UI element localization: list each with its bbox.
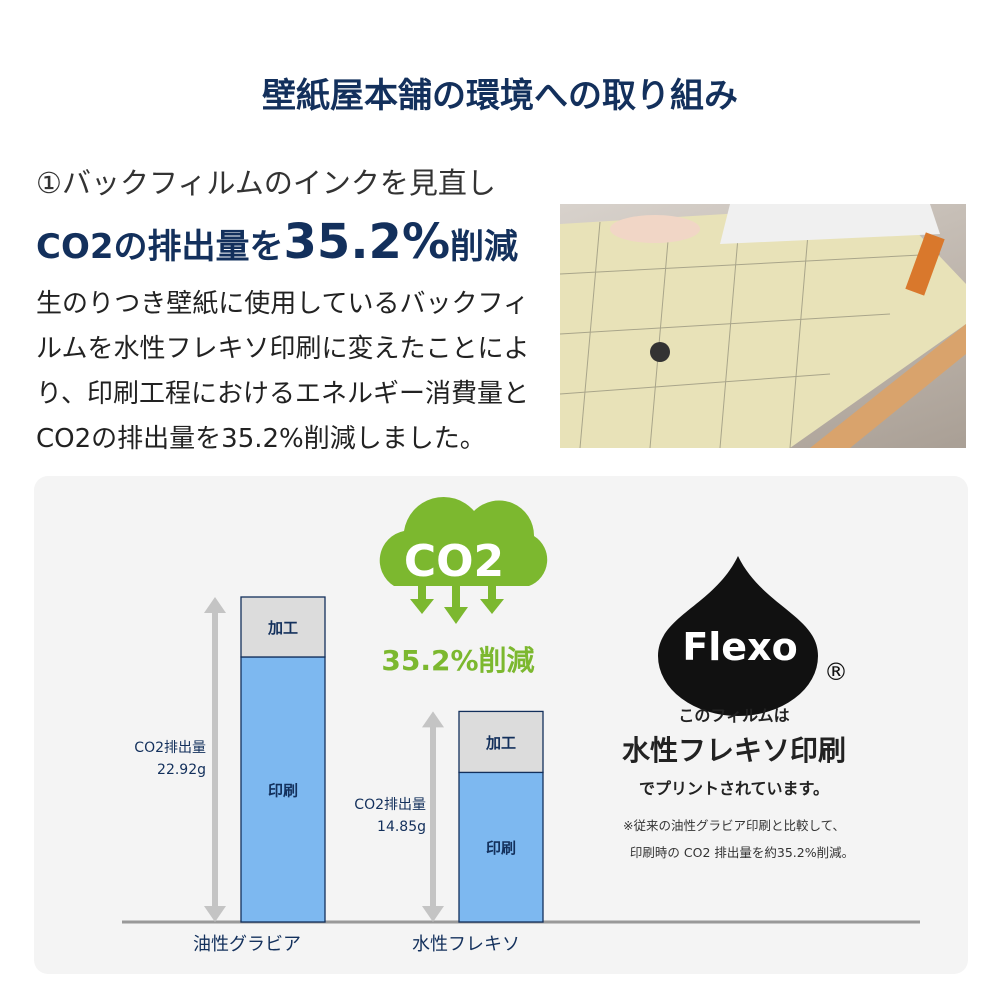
total-value: 14.85g bbox=[377, 819, 426, 835]
product-photo bbox=[560, 204, 966, 448]
flexo-logo: Flexo ® bbox=[658, 556, 848, 716]
flexo-line1: このフィルムは bbox=[678, 706, 789, 725]
photo-illustration bbox=[560, 204, 966, 448]
drop-icon bbox=[658, 556, 818, 716]
headline-value: 35.2% bbox=[283, 214, 451, 270]
arrow-head-up bbox=[422, 711, 444, 728]
logo-text: Flexo bbox=[682, 625, 797, 669]
arrow-head-down bbox=[422, 906, 444, 922]
reduction-label: 35.2%削減 bbox=[381, 644, 534, 677]
total-label: CO2排出量 bbox=[354, 797, 426, 813]
cloud-icon: CO2 bbox=[379, 496, 548, 624]
arrow-head-up bbox=[204, 597, 226, 613]
page-title: 壁紙屋本舗の環境への取り組み bbox=[262, 76, 738, 116]
total-value: 22.92g bbox=[157, 762, 206, 778]
headline-pre: CO2の排出量を bbox=[36, 227, 284, 267]
bar-segment bbox=[240, 596, 326, 658]
roll-end bbox=[905, 232, 945, 296]
flexo-line3: でプリントされています。 bbox=[639, 779, 829, 798]
wood-edge bbox=[810, 324, 966, 448]
arrow-head-down bbox=[204, 906, 226, 922]
segment-label: 加工 bbox=[485, 734, 516, 752]
flexo-note2: 印刷時の CO2 排出量を約35.2%削減。 bbox=[630, 845, 854, 860]
down-arrow-icons bbox=[410, 581, 504, 624]
registered-mark: ® bbox=[824, 658, 848, 686]
flexo-line2: 水性フレキソ印刷 bbox=[622, 734, 846, 767]
headline: CO2の排出量を35.2%削減 bbox=[36, 214, 518, 270]
headline-post: 削減 bbox=[450, 227, 519, 267]
roll bbox=[720, 204, 940, 244]
total-label: CO2排出量 bbox=[134, 740, 206, 756]
body-text: 生のりつき壁紙に使用しているバックフィルムを水性フレキソ印刷に変えたことにより、… bbox=[36, 289, 530, 454]
category-label: 水性フレキソ bbox=[412, 934, 520, 955]
section-heading: ①バックフィルムのインクを見直し bbox=[36, 166, 496, 200]
infographic-panel: 印刷 加工印刷 加工 油性グラビア 水性フレキソ CO2排出量 22.92g CO2… bbox=[34, 476, 968, 974]
bar-segment bbox=[458, 771, 544, 923]
segment-label: 加工 bbox=[267, 619, 298, 637]
bar-segment bbox=[240, 656, 326, 923]
hand bbox=[610, 215, 700, 243]
flexo-note1: ※従来の油性グラビア印刷と比較して、 bbox=[623, 818, 845, 833]
cloud-label: CO2 bbox=[404, 536, 504, 587]
bar-segment bbox=[458, 710, 544, 774]
category-label: 油性グラビア bbox=[193, 934, 301, 955]
segment-label: 印刷 bbox=[486, 839, 516, 857]
segment-label: 印刷 bbox=[268, 781, 298, 799]
film-sheet bbox=[560, 204, 966, 448]
logo-mark bbox=[650, 342, 670, 362]
